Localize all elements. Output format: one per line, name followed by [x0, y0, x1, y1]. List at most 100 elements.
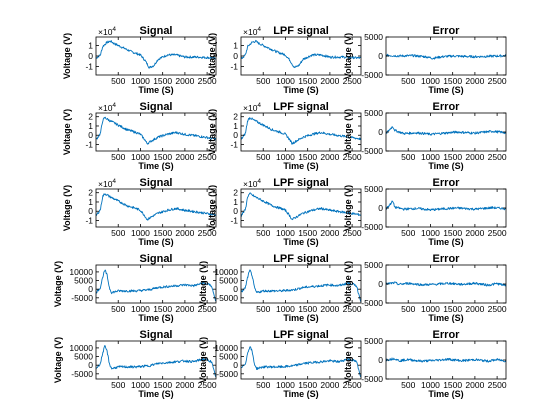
x-axis-label: Time (S)	[283, 389, 318, 399]
series-line	[241, 192, 361, 221]
y-tick-label: 5000	[219, 352, 238, 362]
x-axis-label: Time (S)	[138, 161, 173, 171]
x-axis-label: Time (S)	[428, 389, 463, 399]
x-tick-label: 2000	[320, 152, 339, 162]
x-tick-label: 2000	[175, 152, 194, 162]
series-line	[386, 53, 506, 60]
x-tick-label: 1000	[421, 152, 440, 162]
x-tick-label: 2000	[465, 152, 484, 162]
x-tick-label: 1500	[443, 304, 462, 314]
y-tick-label: 1	[88, 121, 93, 131]
x-tick-label: 500	[111, 228, 125, 238]
y-tick-label: -1	[230, 62, 238, 72]
x-tick-label: 500	[111, 380, 125, 390]
y-tick-label: -5000	[216, 293, 238, 303]
subplot-title: Error	[433, 177, 461, 189]
x-tick-label: 1000	[421, 380, 440, 390]
x-tick-label: 1500	[153, 228, 172, 238]
y-tick-label: 0	[233, 206, 238, 216]
y-tick-label: 0	[378, 51, 383, 61]
subplot-title: LPF signal	[273, 25, 329, 37]
x-tick-label: 500	[111, 152, 125, 162]
x-tick-label: 2000	[320, 76, 339, 86]
subplot-r3-error: Error -5000 0 5000 500 1000 1500 2000 2500 Time (…	[343, 177, 507, 247]
axes-frame	[240, 112, 362, 152]
y-tick-label: 5000	[219, 276, 238, 286]
series-line	[96, 345, 216, 378]
subplot-title: LPF signal	[273, 101, 329, 113]
x-tick-label: 1000	[276, 380, 295, 390]
x-tick-label: 1000	[131, 152, 150, 162]
x-tick-label: 2500	[198, 380, 217, 390]
x-tick-label: 2000	[465, 380, 484, 390]
y-tick-label: 0	[88, 51, 93, 61]
series-line	[386, 126, 506, 136]
exponent-label: ×104	[98, 26, 116, 37]
exponent-label: ×104	[243, 178, 261, 189]
x-tick-label: 500	[401, 380, 415, 390]
x-tick-label: 500	[111, 76, 125, 86]
subplot-title: LPF signal	[273, 329, 329, 341]
y-axis-label: Voltage (V)	[62, 33, 72, 79]
y-axis-label: Voltage (V)	[53, 261, 63, 307]
x-tick-label: 500	[256, 380, 270, 390]
y-tick-label: -5000	[361, 374, 383, 384]
x-tick-label: 2000	[175, 228, 194, 238]
y-tick-label: 5000	[364, 184, 383, 194]
x-axis-label: Time (S)	[283, 85, 318, 95]
y-tick-label: 1	[233, 197, 238, 207]
x-tick-label: 500	[256, 76, 270, 86]
x-axis-label: Time (S)	[138, 313, 173, 323]
x-tick-label: 2000	[175, 76, 194, 86]
x-tick-label: 2500	[488, 152, 507, 162]
axes-frame	[95, 112, 217, 152]
subplot-r1-error: Error -5000 0 5000 500 1000 1500 2000 2500 Time (…	[343, 25, 507, 95]
y-tick-label: 10000	[214, 343, 238, 353]
x-tick-label: 2000	[320, 304, 339, 314]
x-tick-label: 500	[111, 304, 125, 314]
x-tick-label: 500	[256, 228, 270, 238]
x-tick-label: 1500	[298, 152, 317, 162]
series-line	[386, 200, 506, 212]
exponent-base: ×10	[98, 103, 113, 113]
exponent-power: 4	[112, 102, 116, 109]
y-tick-label: 0	[378, 127, 383, 137]
y-tick-label: 1	[233, 40, 238, 50]
y-axis-label: Voltage (V)	[343, 185, 353, 231]
y-tick-label: 2	[233, 112, 238, 122]
exponent-power: 4	[112, 26, 116, 33]
x-tick-label: 1500	[153, 152, 172, 162]
exponent-power: 4	[112, 178, 116, 185]
y-tick-label: -1	[230, 216, 238, 226]
x-tick-label: 1000	[421, 304, 440, 314]
y-axis-label: Voltage (V)	[207, 185, 217, 231]
x-tick-label: 1500	[153, 380, 172, 390]
x-tick-label: 2000	[465, 304, 484, 314]
x-tick-label: 1500	[153, 76, 172, 86]
y-tick-label: -1	[85, 216, 93, 226]
x-tick-label: 1000	[276, 152, 295, 162]
x-tick-label: 500	[256, 304, 270, 314]
axes-frame	[95, 340, 217, 380]
x-tick-label: 2500	[198, 228, 217, 238]
subplot-r5-error: Error -5000 0 5000 500 1000 1500 2000 2500 Time (…	[343, 329, 507, 399]
y-axis-label: Voltage (V)	[62, 109, 72, 155]
subplot-title: Signal	[139, 253, 172, 265]
x-tick-label: 2500	[343, 380, 362, 390]
y-tick-label: 0	[88, 360, 93, 370]
x-axis-label: Time (S)	[283, 161, 318, 171]
exponent-label: ×104	[243, 26, 261, 37]
y-tick-label: 2	[88, 112, 93, 122]
subplot-r4-error: Error -5000 0 5000 500 1000 1500 2000 2500 Time (…	[343, 253, 507, 323]
y-tick-label: 5000	[364, 108, 383, 118]
x-tick-label: 1000	[421, 76, 440, 86]
y-tick-label: 0	[378, 203, 383, 213]
y-axis-label: Voltage (V)	[343, 109, 353, 155]
y-tick-label: 10000	[214, 267, 238, 277]
exponent-base: ×10	[243, 103, 258, 113]
x-tick-label: 1500	[443, 152, 462, 162]
